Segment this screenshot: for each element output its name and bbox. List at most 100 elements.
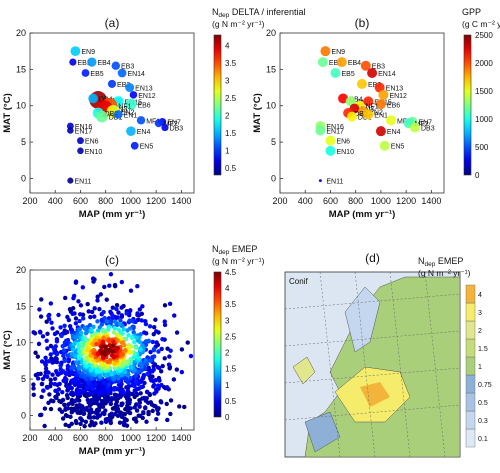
data-point [109, 396, 114, 401]
data-point [133, 378, 139, 384]
data-point [52, 331, 58, 337]
data-point [119, 313, 125, 318]
colorbar-title: Ndep EMEP [212, 244, 257, 256]
graticule-line [284, 404, 461, 421]
data-point [137, 400, 143, 405]
data-point [92, 314, 97, 319]
data-point [61, 378, 66, 383]
data-point [99, 420, 104, 425]
data-point [125, 98, 137, 110]
point-label: EN11 [326, 179, 343, 186]
data-point [85, 347, 90, 353]
y-tick-label: 20 [16, 28, 26, 38]
point-label: EN12 [138, 93, 156, 100]
data-point [115, 345, 120, 351]
data-point [69, 351, 75, 357]
data-point [138, 391, 143, 396]
data-point [71, 364, 76, 370]
colorbar-tick-label: 0.5 [225, 397, 237, 406]
data-point [56, 312, 61, 318]
x-tick-label: 800 [98, 196, 113, 206]
data-point [78, 303, 84, 308]
data-point [162, 319, 167, 324]
data-point [367, 68, 378, 78]
x-tick-label: 1200 [146, 196, 166, 206]
data-point [80, 285, 86, 290]
data-point [54, 356, 59, 362]
x-axis-label: MAP (mm yr⁻¹) [79, 446, 146, 457]
data-point [59, 333, 64, 339]
x-tick-label: 800 [98, 433, 113, 443]
colorbar [213, 271, 222, 418]
data-point [78, 416, 84, 421]
colorbar-tick-label: 2500 [475, 31, 493, 40]
data-point [60, 389, 65, 395]
data-point [136, 369, 141, 375]
data-point [168, 411, 173, 417]
point-label: EN17 [326, 128, 344, 135]
data-point [60, 397, 66, 403]
data-point [31, 386, 36, 391]
data-point [144, 389, 150, 395]
data-point [43, 355, 48, 361]
point-label: DB3 [170, 126, 184, 133]
data-point [126, 380, 131, 385]
point-label: EN1 [374, 112, 388, 119]
colorbar-tick-label: 3 [478, 310, 482, 317]
y-tick-label: 5 [21, 137, 26, 147]
colorbar-title-main: GPP [462, 7, 481, 17]
y-tick-label: 20 [266, 28, 276, 38]
data-point [108, 319, 114, 324]
data-point [126, 126, 136, 136]
data-point [317, 57, 328, 68]
data-point [114, 303, 120, 308]
data-point [52, 381, 58, 387]
point-label: EN10 [336, 149, 354, 156]
data-point [122, 416, 127, 421]
data-point [155, 383, 161, 388]
data-point [121, 389, 126, 394]
data-point [129, 335, 135, 341]
data-point [139, 384, 144, 390]
data-point [73, 279, 79, 284]
point-label: EN14 [378, 71, 396, 78]
data-point [119, 402, 124, 408]
colorbar-tick-label: 0 [475, 171, 480, 180]
data-point [64, 382, 69, 388]
colorbar-unit: (g C m⁻² yr⁻¹) [462, 19, 500, 29]
data-point [128, 288, 134, 293]
y-tick-label: 20 [16, 265, 26, 275]
data-point [98, 292, 104, 297]
colorbar-tick-label: 500 [475, 143, 489, 152]
data-point [118, 368, 123, 373]
data-point [142, 330, 147, 335]
data-point [42, 406, 48, 411]
data-point [70, 306, 76, 311]
data-point [113, 110, 123, 119]
data-point [95, 294, 100, 299]
point-label: DB2 [105, 111, 119, 118]
data-point [81, 69, 90, 77]
x-tick-label: 200 [22, 433, 37, 443]
data-point [69, 58, 77, 66]
data-point [109, 372, 114, 377]
x-tick-label: 400 [48, 196, 63, 206]
data-point [66, 317, 72, 323]
data-point [87, 57, 97, 67]
data-point [38, 412, 43, 418]
data-point [126, 410, 131, 415]
data-point [72, 340, 78, 346]
data-point [64, 413, 70, 419]
data-point [50, 372, 55, 377]
data-point [65, 337, 71, 343]
graticule-line [354, 271, 376, 458]
data-point [82, 360, 88, 365]
point-label: EB2 [117, 82, 130, 89]
data-point [126, 389, 131, 395]
data-point [130, 141, 139, 150]
data-point [62, 358, 68, 364]
data-point [132, 339, 137, 345]
data-point [77, 147, 84, 155]
y-tick-label: 15 [266, 64, 276, 74]
